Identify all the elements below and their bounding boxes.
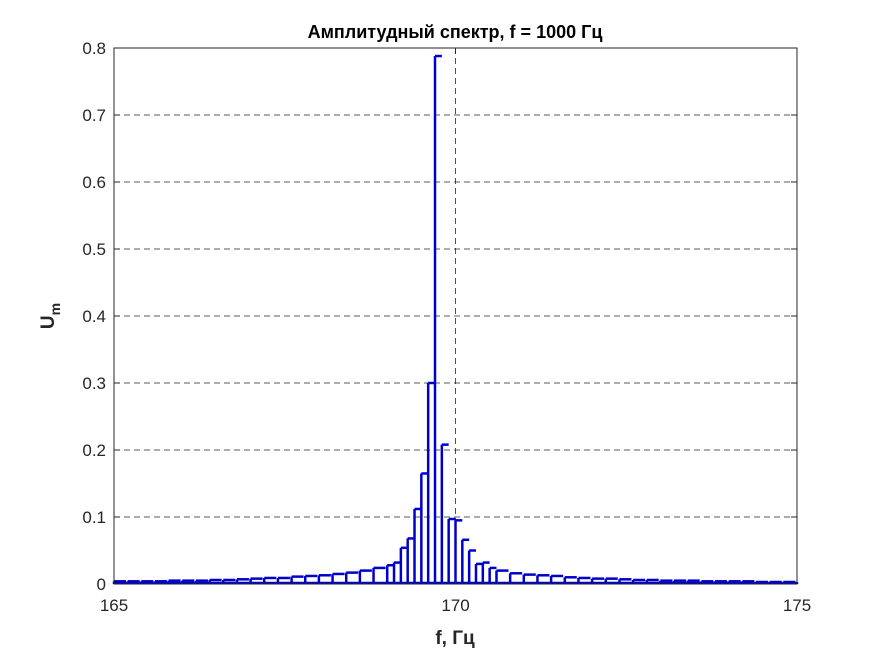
- y-axis-label-group: Um: [38, 303, 63, 329]
- y-tick-label: 0.1: [82, 508, 106, 527]
- y-tick-label: 0.3: [82, 374, 106, 393]
- y-tick-label: 0.8: [82, 39, 106, 58]
- y-tick-label: 0: [97, 575, 106, 594]
- y-tick-labels: 0 0.1 0.2 0.3 0.4 0.5 0.6 0.7 0.8: [82, 39, 106, 594]
- y-tick-label: 0.6: [82, 173, 106, 192]
- y-axis-label: Um: [38, 303, 63, 329]
- grid-lines: [114, 48, 797, 584]
- y-axis-label-subscript: m: [47, 303, 63, 315]
- y-tick-label: 0.5: [82, 240, 106, 259]
- x-tick-label: 175: [783, 596, 811, 615]
- chart-title: Амплитудный спектр, f = 1000 Гц: [308, 22, 603, 42]
- x-tick-label: 170: [441, 596, 469, 615]
- x-axis-label: f, Гц: [435, 628, 475, 649]
- y-tick-label: 0.7: [82, 106, 106, 125]
- tick-marks: [113, 47, 798, 585]
- x-tick-label: 165: [100, 596, 128, 615]
- stem-series: [112, 54, 799, 585]
- x-tick-labels: 165 170 175: [100, 596, 811, 615]
- y-tick-label: 0.2: [82, 441, 106, 460]
- y-axis-label-main: U: [38, 315, 59, 329]
- y-tick-label: 0.4: [82, 307, 106, 326]
